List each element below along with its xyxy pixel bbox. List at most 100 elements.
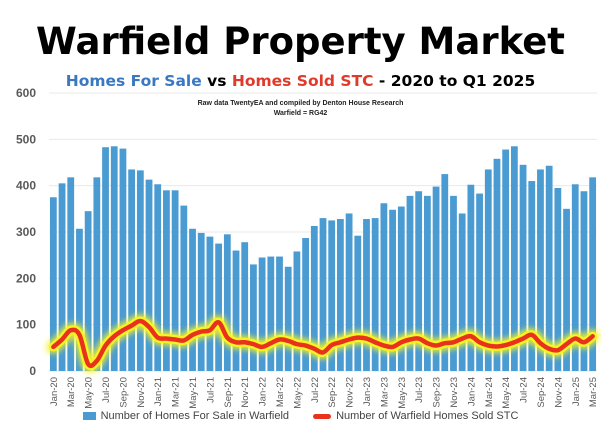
bar bbox=[145, 179, 153, 371]
legend-label-for-sale: Number of Homes For Sale in Warfield bbox=[100, 410, 290, 422]
x-tick-label: Jan-25 bbox=[571, 377, 582, 406]
bar bbox=[328, 220, 336, 371]
bar bbox=[502, 149, 510, 371]
x-tick-label: Mar-22 bbox=[275, 377, 286, 407]
bar bbox=[467, 184, 475, 371]
bar bbox=[389, 209, 396, 371]
x-tick-label: May-24 bbox=[501, 377, 512, 409]
x-tick-label: Jul-24 bbox=[519, 377, 530, 403]
x-tick-label: Jan-20 bbox=[49, 377, 60, 406]
bar bbox=[450, 195, 457, 371]
bar bbox=[571, 184, 579, 371]
bar bbox=[371, 218, 379, 371]
bar bbox=[476, 193, 483, 371]
subtitle-for-sale: Homes For Sale bbox=[65, 72, 202, 90]
bar bbox=[180, 205, 188, 371]
bar bbox=[528, 181, 536, 371]
bar bbox=[545, 165, 553, 371]
x-tick-label: Jul-20 bbox=[101, 377, 112, 403]
bar bbox=[110, 146, 118, 371]
x-tick-label: Sep-23 bbox=[432, 377, 443, 408]
x-tick-label: Jul-22 bbox=[310, 377, 321, 403]
bar bbox=[580, 191, 588, 371]
bar bbox=[510, 146, 518, 371]
x-tick-label: Nov-20 bbox=[136, 377, 147, 408]
x-tick-label: May-23 bbox=[397, 377, 408, 409]
x-tick-label: Mar-20 bbox=[66, 377, 77, 407]
bar bbox=[93, 177, 101, 371]
x-tick-label: Sep-20 bbox=[118, 377, 129, 408]
bar bbox=[423, 195, 431, 371]
bar bbox=[284, 266, 292, 371]
bar bbox=[563, 208, 570, 371]
x-tick-label: Nov-23 bbox=[449, 377, 460, 408]
bar bbox=[232, 250, 240, 371]
x-tick-label: Jan-22 bbox=[258, 377, 269, 406]
area-note: Warfield = RG42 bbox=[273, 110, 328, 117]
bar bbox=[241, 242, 249, 371]
bar bbox=[554, 187, 562, 371]
bar bbox=[302, 238, 309, 371]
legend-label-sold-stc: Number of Warfield Homes Sold STC bbox=[336, 410, 519, 422]
x-tick-label: Mar-23 bbox=[379, 377, 390, 407]
bar bbox=[310, 225, 318, 371]
y-tick-label: 200 bbox=[16, 271, 36, 285]
y-tick-label: 300 bbox=[16, 225, 36, 239]
bar bbox=[337, 219, 344, 371]
x-tick-label: Mar-21 bbox=[171, 377, 182, 407]
x-tick-label: Nov-21 bbox=[240, 377, 251, 408]
bar bbox=[84, 211, 92, 371]
bar bbox=[136, 170, 144, 371]
bar bbox=[363, 219, 370, 371]
y-tick-label: 400 bbox=[16, 179, 36, 193]
bar bbox=[537, 169, 544, 371]
bar bbox=[276, 256, 283, 371]
bar bbox=[223, 234, 231, 371]
chart-subtitle: Homes For Sale vs Homes Sold STC - 2020 … bbox=[0, 72, 601, 90]
bar bbox=[102, 147, 109, 371]
bar bbox=[406, 195, 414, 371]
subtitle-vs: vs bbox=[201, 72, 232, 90]
x-tick-label: Sep-21 bbox=[223, 377, 234, 408]
bar bbox=[415, 191, 423, 371]
bar bbox=[293, 251, 301, 371]
legend-item-sold-stc: Number of Warfield Homes Sold STC bbox=[313, 410, 518, 422]
bar bbox=[458, 213, 466, 371]
bar-series bbox=[49, 146, 597, 371]
y-tick-label: 500 bbox=[16, 132, 36, 146]
y-tick-label: 0 bbox=[29, 364, 36, 378]
x-tick-label: Sep-24 bbox=[536, 377, 547, 408]
bar bbox=[49, 197, 57, 371]
bar bbox=[58, 183, 66, 371]
x-tick-label: Sep-22 bbox=[327, 377, 338, 408]
x-tick-label: Jul-21 bbox=[205, 377, 216, 403]
source-note: Raw data TwentyEA and compiled by Denton… bbox=[197, 100, 404, 107]
bar bbox=[267, 256, 275, 371]
x-tick-label: May-20 bbox=[84, 377, 95, 409]
bar bbox=[441, 174, 449, 371]
x-tick-label: Jul-23 bbox=[414, 377, 425, 403]
y-tick-label: 100 bbox=[16, 318, 36, 332]
bar bbox=[189, 228, 196, 371]
subtitle-sold-stc: Homes Sold STC bbox=[231, 72, 374, 90]
bar bbox=[171, 190, 179, 371]
bar bbox=[589, 177, 597, 371]
legend-item-for-sale: Number of Homes For Sale in Warfield bbox=[82, 410, 290, 422]
x-tick-label: Mar-24 bbox=[484, 377, 495, 407]
bar bbox=[67, 177, 75, 371]
legend-line-swatch-icon bbox=[313, 413, 332, 419]
bar bbox=[397, 206, 405, 371]
legend-bar-swatch-icon bbox=[82, 412, 96, 420]
bar bbox=[250, 264, 257, 371]
x-tick-label: Jan-21 bbox=[153, 377, 164, 406]
bar bbox=[206, 236, 214, 371]
bar bbox=[354, 235, 362, 371]
bar bbox=[319, 218, 327, 371]
subtitle-period: - 2020 to Q1 2025 bbox=[373, 72, 536, 90]
x-axis-ticks: Jan-20 Mar-20 May-20 Jul-20 Sep-20 Nov-20 Jan-… bbox=[49, 377, 599, 409]
bar bbox=[519, 164, 527, 371]
bar bbox=[493, 158, 501, 371]
x-tick-label: Jan-24 bbox=[466, 377, 477, 406]
x-tick-label: May-22 bbox=[292, 377, 303, 409]
bar bbox=[345, 213, 353, 371]
